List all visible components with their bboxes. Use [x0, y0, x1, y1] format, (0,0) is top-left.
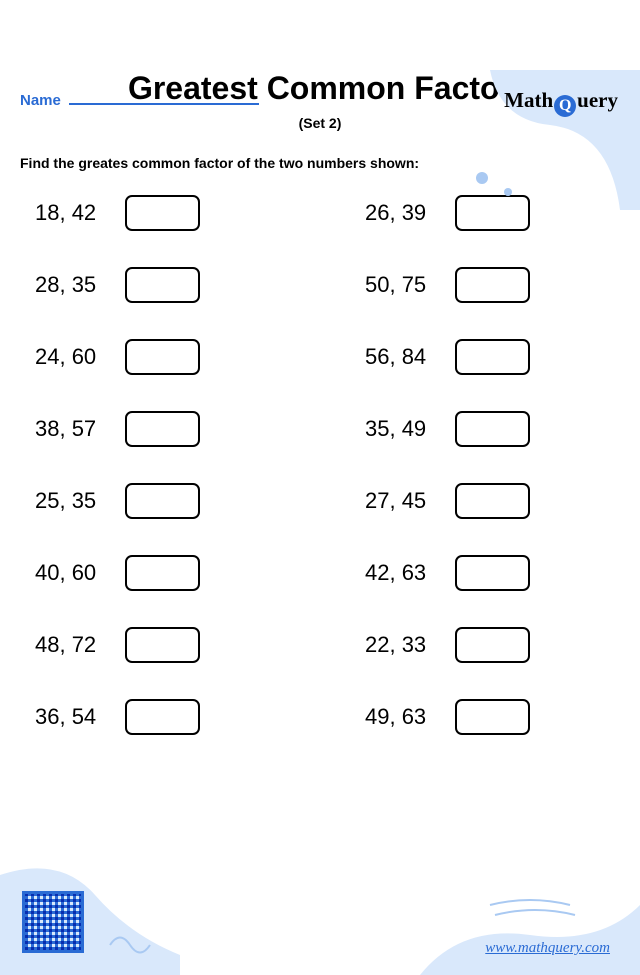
brand-q-icon: Q — [554, 95, 576, 117]
problem-numbers: 18, 42 — [35, 200, 125, 226]
brand-prefix: Math — [504, 88, 553, 112]
problem-row: 38, 57 — [35, 411, 275, 447]
problem-row: 27, 45 — [365, 483, 605, 519]
problem-numbers: 49, 63 — [365, 704, 455, 730]
answer-box[interactable] — [125, 483, 200, 519]
problem-row: 48, 72 — [35, 627, 275, 663]
answer-box[interactable] — [455, 555, 530, 591]
answer-box[interactable] — [125, 627, 200, 663]
problem-row: 28, 35 — [35, 267, 275, 303]
problem-row: 40, 60 — [35, 555, 275, 591]
problem-numbers: 22, 33 — [365, 632, 455, 658]
answer-box[interactable] — [125, 339, 200, 375]
problem-numbers: 36, 54 — [35, 704, 125, 730]
problem-numbers: 48, 72 — [35, 632, 125, 658]
answer-box[interactable] — [455, 267, 530, 303]
problem-numbers: 50, 75 — [365, 272, 455, 298]
answer-box[interactable] — [455, 411, 530, 447]
answer-box[interactable] — [455, 339, 530, 375]
problem-numbers: 35, 49 — [365, 416, 455, 442]
answer-box[interactable] — [455, 699, 530, 735]
answer-box[interactable] — [125, 267, 200, 303]
brand-logo: MathQuery — [504, 88, 618, 117]
answer-box[interactable] — [125, 555, 200, 591]
problem-numbers: 27, 45 — [365, 488, 455, 514]
answer-box[interactable] — [455, 483, 530, 519]
name-label: Name — [20, 92, 61, 109]
decor-bottom-right — [420, 885, 640, 975]
problem-row: 50, 75 — [365, 267, 605, 303]
problem-numbers: 26, 39 — [365, 200, 455, 226]
problem-row: 35, 49 — [365, 411, 605, 447]
problem-row: 25, 35 — [35, 483, 275, 519]
footer-url[interactable]: www.mathquery.com — [485, 940, 610, 957]
problem-numbers: 42, 63 — [365, 560, 455, 586]
problem-row: 22, 33 — [365, 627, 605, 663]
qr-code — [22, 891, 84, 953]
problem-row: 18, 42 — [35, 195, 275, 231]
problem-numbers: 24, 60 — [35, 344, 125, 370]
answer-box[interactable] — [125, 699, 200, 735]
brand-suffix: uery — [577, 88, 618, 112]
problem-row: 36, 54 — [35, 699, 275, 735]
problem-row: 49, 63 — [365, 699, 605, 735]
problem-numbers: 38, 57 — [35, 416, 125, 442]
name-line[interactable] — [69, 103, 259, 105]
problem-row: 42, 63 — [365, 555, 605, 591]
problems-grid: 18, 42 26, 39 28, 35 50, 75 24, 60 56, 84 38, … — [35, 195, 605, 735]
problem-numbers: 40, 60 — [35, 560, 125, 586]
name-field: Name — [20, 92, 259, 109]
answer-box[interactable] — [125, 195, 200, 231]
problem-row: 24, 60 — [35, 339, 275, 375]
answer-box[interactable] — [125, 411, 200, 447]
problem-numbers: 56, 84 — [365, 344, 455, 370]
problem-row: 56, 84 — [365, 339, 605, 375]
answer-box[interactable] — [455, 627, 530, 663]
problem-numbers: 28, 35 — [35, 272, 125, 298]
problem-numbers: 25, 35 — [35, 488, 125, 514]
